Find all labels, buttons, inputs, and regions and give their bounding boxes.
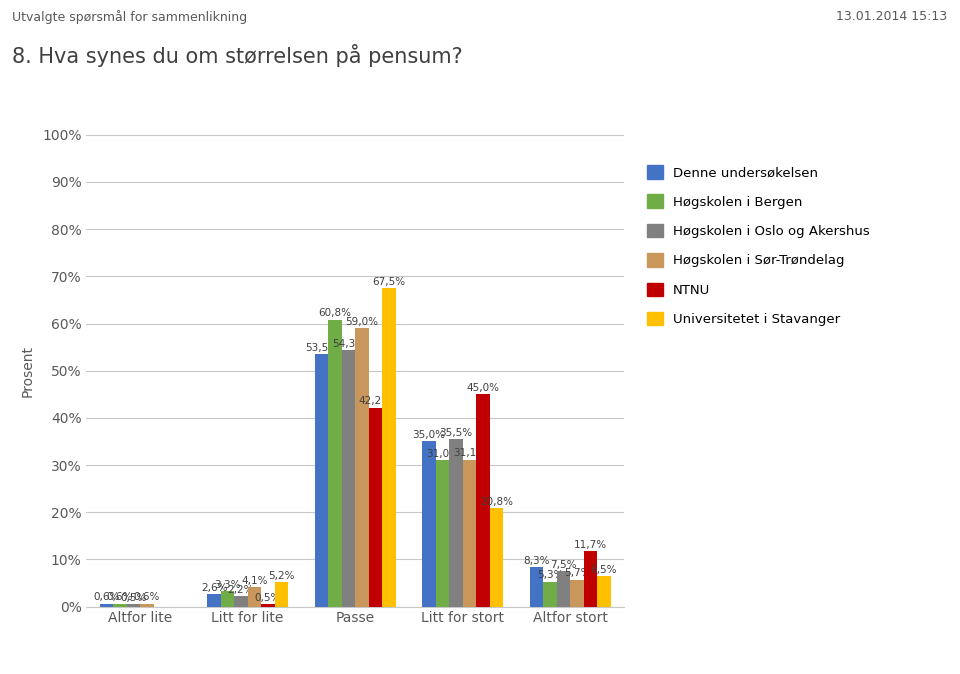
Bar <box>557 572 570 607</box>
Bar <box>248 587 261 607</box>
Text: 4,1%: 4,1% <box>241 576 268 586</box>
Text: 0,5%: 0,5% <box>254 593 281 603</box>
Bar <box>234 596 248 607</box>
Text: 0,6%: 0,6% <box>93 592 120 603</box>
Bar <box>570 580 584 607</box>
Text: 59,0%: 59,0% <box>346 317 378 327</box>
Text: 42,2%: 42,2% <box>359 396 392 406</box>
Text: 60,8%: 60,8% <box>319 308 351 318</box>
Text: 5,7%: 5,7% <box>564 568 590 578</box>
Bar <box>275 582 288 607</box>
Text: 31,1%: 31,1% <box>453 448 486 458</box>
Text: 13.01.2014 15:13: 13.01.2014 15:13 <box>836 10 948 23</box>
Bar <box>597 576 611 607</box>
Bar <box>463 460 476 607</box>
Text: 31,0%: 31,0% <box>426 449 459 459</box>
Text: 53,5%: 53,5% <box>305 343 338 353</box>
Text: 35,5%: 35,5% <box>440 428 472 437</box>
Text: 6,5%: 6,5% <box>590 565 617 574</box>
Bar <box>207 594 221 607</box>
Bar <box>100 604 113 607</box>
Bar <box>127 604 140 607</box>
Text: 7,5%: 7,5% <box>550 560 577 570</box>
Text: 0,6%: 0,6% <box>107 592 133 603</box>
Bar <box>422 441 436 607</box>
Bar <box>113 604 127 607</box>
Bar <box>355 328 369 607</box>
Bar <box>530 568 543 607</box>
Bar <box>315 355 328 607</box>
Bar <box>369 408 382 607</box>
Legend: Denne undersøkelsen, Høgskolen i Bergen, Høgskolen i Oslo og Akershus, Høgskolen: Denne undersøkelsen, Høgskolen i Bergen,… <box>647 165 870 326</box>
Bar <box>449 439 463 607</box>
Bar <box>584 551 597 607</box>
Text: 67,5%: 67,5% <box>372 277 405 286</box>
Text: 2,6%: 2,6% <box>201 583 228 593</box>
Bar <box>476 394 490 607</box>
Text: 0,6%: 0,6% <box>133 592 160 603</box>
Text: 3,3%: 3,3% <box>214 580 241 590</box>
Bar <box>382 288 396 607</box>
Text: 2,2%: 2,2% <box>228 585 254 594</box>
Bar <box>490 508 503 607</box>
Bar <box>543 582 557 607</box>
Text: 45,0%: 45,0% <box>467 383 499 393</box>
Text: 8. Hva synes du om størrelsen på pensum?: 8. Hva synes du om størrelsen på pensum? <box>12 44 464 67</box>
Text: 5,3%: 5,3% <box>537 570 564 580</box>
Bar <box>436 460 449 607</box>
Y-axis label: Prosent: Prosent <box>21 344 36 397</box>
Text: 35,0%: 35,0% <box>413 430 445 440</box>
Bar <box>221 591 234 607</box>
Text: 0,5%: 0,5% <box>120 593 147 603</box>
Bar <box>342 350 355 607</box>
Text: 5,2%: 5,2% <box>268 571 295 580</box>
Text: 8,3%: 8,3% <box>523 556 550 566</box>
Text: 20,8%: 20,8% <box>480 497 513 507</box>
Bar <box>140 604 154 607</box>
Bar <box>261 604 275 607</box>
Text: 54,3%: 54,3% <box>332 339 365 349</box>
Bar <box>328 319 342 607</box>
Text: Utvalgte spørsmål for sammenlikning: Utvalgte spørsmål for sammenlikning <box>12 10 248 24</box>
Text: 11,7%: 11,7% <box>574 540 607 550</box>
